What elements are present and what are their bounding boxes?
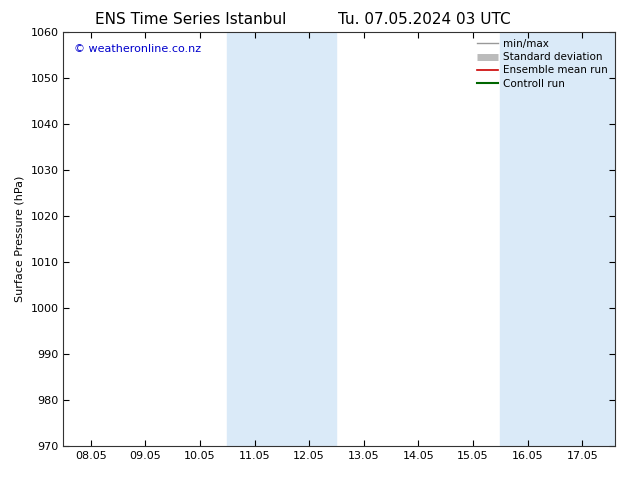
Text: ENS Time Series Istanbul: ENS Time Series Istanbul bbox=[94, 12, 286, 27]
Legend: min/max, Standard deviation, Ensemble mean run, Controll run: min/max, Standard deviation, Ensemble me… bbox=[473, 35, 612, 93]
Y-axis label: Surface Pressure (hPa): Surface Pressure (hPa) bbox=[15, 176, 25, 302]
Text: © weatheronline.co.nz: © weatheronline.co.nz bbox=[74, 44, 202, 54]
Text: Tu. 07.05.2024 03 UTC: Tu. 07.05.2024 03 UTC bbox=[339, 12, 511, 27]
Bar bbox=[500, 32, 615, 446]
Bar bbox=[227, 32, 337, 446]
